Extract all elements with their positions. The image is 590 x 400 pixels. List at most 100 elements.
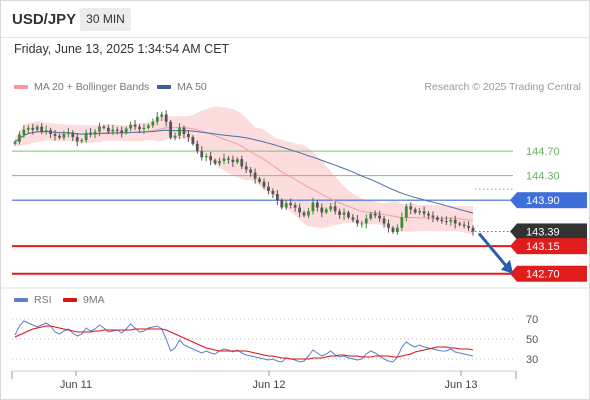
support-tag-142-70: [517, 265, 587, 282]
candle: [204, 153, 208, 162]
legend-ma50-label: MA 50: [177, 81, 207, 93]
candle: [231, 155, 235, 167]
candle: [293, 202, 297, 212]
candle: [307, 207, 310, 219]
candle: [342, 208, 346, 220]
candle: [315, 200, 319, 212]
candle: [280, 198, 284, 210]
candle: [249, 166, 253, 177]
candle-body: [342, 212, 346, 215]
candle: [258, 176, 261, 184]
pivot-tag-143-90: [517, 192, 587, 209]
candle: [262, 178, 266, 190]
ma50-swatch-icon: [157, 85, 171, 90]
current-price-label-143-39: 143.39: [526, 226, 560, 238]
candle-body: [333, 206, 337, 212]
candle: [444, 216, 448, 225]
candle-body: [173, 135, 177, 138]
candle: [151, 118, 155, 128]
legend-rsi-label: RSI: [34, 294, 52, 306]
candle-body: [315, 202, 319, 208]
candle-body: [289, 203, 293, 206]
legend-ma9-label: 9MA: [83, 294, 105, 306]
candle-body: [18, 134, 21, 142]
candle: [115, 127, 119, 135]
candle-body: [338, 211, 341, 215]
candle: [391, 225, 395, 234]
candle: [160, 111, 164, 121]
candle-body: [298, 207, 301, 213]
candle-body: [262, 181, 266, 187]
candle: [84, 129, 88, 143]
candle-body: [351, 217, 355, 220]
candle: [40, 123, 44, 135]
candle-body: [115, 129, 119, 131]
candle-body: [66, 132, 70, 134]
candle-body: [200, 151, 204, 158]
candle-body: [307, 211, 310, 216]
candle: [155, 112, 159, 126]
candle-body: [413, 209, 417, 213]
candle: [347, 210, 350, 220]
support-tag-arrow-icon: [510, 265, 517, 282]
candle-body: [160, 114, 164, 117]
candle-body: [62, 134, 66, 138]
candle: [453, 215, 457, 229]
support-tag-143-15: [517, 238, 587, 255]
candle-body: [293, 205, 297, 208]
candle: [462, 221, 466, 229]
candle-body: [147, 125, 150, 128]
candle-body: [267, 186, 270, 191]
candle-body: [275, 194, 279, 201]
candle: [102, 124, 106, 130]
candle-body: [258, 178, 261, 182]
legend-rsi: RSI: [14, 294, 52, 306]
candle-body: [422, 211, 426, 214]
current-price-tag-arrow-icon: [510, 223, 517, 240]
current-price-tag-143-39: [517, 223, 587, 240]
candle: [360, 220, 364, 228]
candle-body: [360, 223, 364, 225]
chart-header: USD/JPY 30 MIN: [1, 1, 589, 38]
candle: [71, 130, 75, 142]
candle: [422, 206, 426, 217]
candle-body: [231, 159, 235, 163]
candle-body: [84, 132, 88, 141]
candle-body: [102, 126, 106, 128]
candle: [35, 124, 39, 132]
candle-body: [218, 160, 221, 164]
candle: [244, 161, 248, 173]
candle-body: [311, 202, 315, 212]
candle-body: [213, 160, 217, 164]
candle-body: [58, 135, 61, 138]
candle-body: [467, 225, 470, 228]
candle: [235, 157, 239, 165]
timeframe-badge[interactable]: 30 MIN: [80, 8, 131, 31]
candle: [302, 210, 306, 218]
candle-body: [458, 223, 462, 225]
candle: [218, 157, 221, 166]
candle-body: [40, 126, 44, 132]
candle: [142, 123, 146, 134]
candle-body: [373, 213, 377, 216]
candle-body: [187, 134, 190, 138]
candle: [409, 202, 413, 215]
candle: [382, 216, 386, 228]
candle: [324, 207, 328, 215]
candle-body: [436, 217, 439, 220]
candle-body: [169, 121, 173, 138]
candle: [427, 211, 430, 220]
candle-body: [284, 203, 288, 208]
candle-body: [378, 215, 381, 219]
candle: [227, 155, 230, 164]
candle-body: [347, 212, 350, 218]
candle-body: [49, 130, 52, 134]
candle-body: [356, 219, 359, 224]
candle: [356, 215, 359, 227]
candle: [182, 125, 186, 139]
candle-body: [138, 126, 141, 130]
candle: [436, 215, 439, 222]
candle: [53, 129, 57, 141]
